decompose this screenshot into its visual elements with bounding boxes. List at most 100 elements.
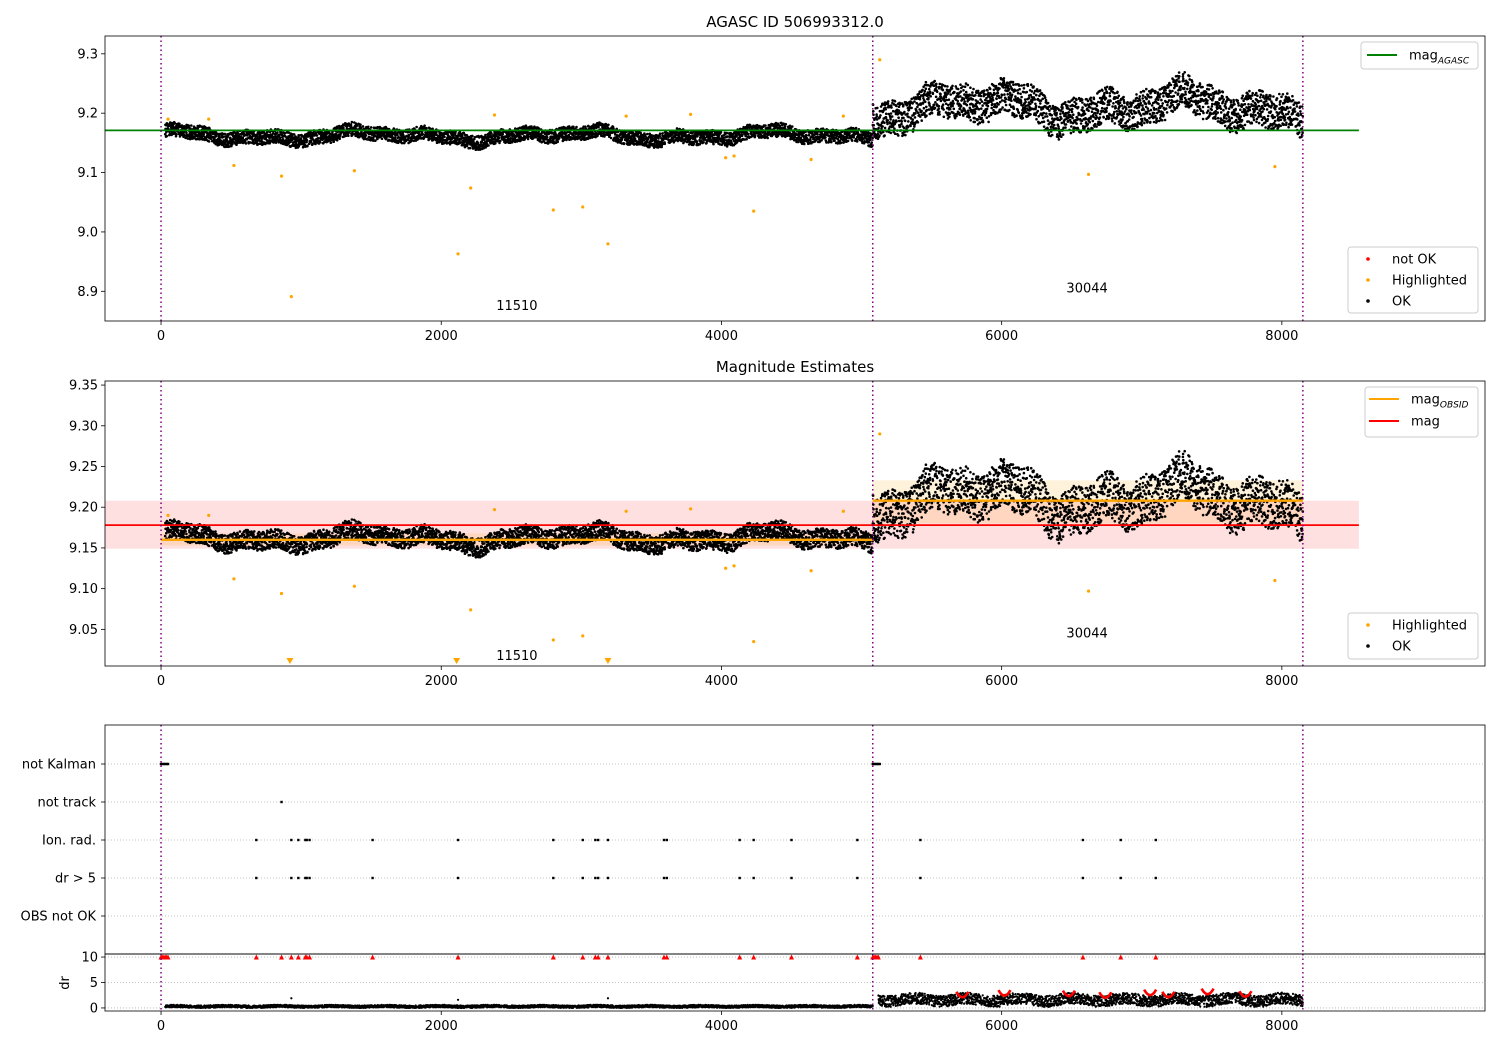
flag-marker bbox=[606, 876, 610, 880]
dr-point bbox=[456, 998, 460, 1001]
highlighted-point bbox=[624, 509, 628, 513]
dr-data-points bbox=[164, 991, 1304, 1009]
legend-label: OK bbox=[1392, 295, 1411, 310]
x-tick-label: 8000 bbox=[1265, 1019, 1298, 1034]
flag-marker bbox=[166, 762, 170, 766]
dr-outlier-marker bbox=[1080, 954, 1086, 960]
dr-outlier-marker bbox=[875, 954, 881, 960]
x-tick-label: 0 bbox=[157, 1019, 165, 1034]
y-tick-label: 10 bbox=[81, 951, 98, 966]
highlighted-point bbox=[1086, 172, 1091, 176]
not-ok-points bbox=[1238, 990, 1253, 998]
legend-marker bbox=[1366, 644, 1370, 648]
flag-marker bbox=[305, 838, 308, 842]
flag-marker bbox=[581, 876, 584, 880]
highlighted-point bbox=[581, 634, 585, 638]
flag-row-label: Ion. rad. bbox=[42, 834, 96, 849]
legend-marker bbox=[1366, 257, 1370, 261]
dr-outlier-marker bbox=[165, 954, 171, 960]
legend-label: mag bbox=[1411, 415, 1440, 430]
not-ok-points bbox=[955, 991, 970, 999]
flag-marker bbox=[871, 762, 874, 766]
flags-panel: not Kalman not track Ion. rad. dr > 5 OBS no… bbox=[21, 724, 1486, 955]
dr-outlier-marker bbox=[605, 954, 611, 960]
highlighted-point bbox=[1273, 578, 1277, 583]
highlighted-point bbox=[232, 577, 236, 581]
y-tick-label: 9.10 bbox=[69, 582, 98, 597]
dr-point bbox=[290, 997, 293, 1000]
obsid-label: 11510 bbox=[496, 649, 537, 664]
flag-marker bbox=[872, 762, 876, 766]
y-tick-label: 9.05 bbox=[69, 623, 98, 638]
legend-subscript: AGASC bbox=[1437, 57, 1470, 67]
y-tick-label: 9.20 bbox=[69, 501, 98, 516]
legend-marker bbox=[1366, 278, 1370, 282]
flag-marker bbox=[456, 876, 460, 880]
y-axis-label: dr bbox=[58, 976, 73, 990]
y-tick-label: 9.35 bbox=[69, 379, 98, 394]
flag-marker bbox=[255, 838, 258, 842]
flag-marker bbox=[1081, 876, 1085, 880]
highlighted-point bbox=[352, 169, 356, 173]
dr-outlier-marker bbox=[580, 954, 586, 960]
flag-marker bbox=[919, 876, 922, 880]
flag-marker bbox=[738, 838, 741, 842]
highlighted-point bbox=[232, 163, 236, 168]
flag-marker bbox=[308, 838, 311, 842]
highlighted-point bbox=[551, 208, 555, 212]
flag-marker bbox=[878, 762, 881, 766]
dr-outlier-marker bbox=[253, 954, 259, 960]
flag-marker bbox=[159, 762, 163, 766]
offscale-marker bbox=[286, 658, 294, 664]
y-tick-label: 5 bbox=[90, 976, 98, 991]
obsid-label: 30044 bbox=[1066, 626, 1107, 641]
x-tick-label: 8000 bbox=[1265, 674, 1298, 689]
y-tick-label: 9.2 bbox=[77, 107, 98, 122]
highlighted-point bbox=[841, 114, 845, 118]
x-tick-label: 2000 bbox=[425, 329, 458, 344]
y-tick-label: 9.3 bbox=[77, 47, 98, 62]
x-tick-label: 4000 bbox=[705, 674, 738, 689]
highlighted-point bbox=[752, 639, 756, 644]
flag-marker bbox=[290, 838, 293, 842]
flag-marker bbox=[305, 876, 308, 880]
dr-outlier-marker bbox=[788, 954, 794, 960]
x-tick-label: 6000 bbox=[985, 674, 1018, 689]
not-ok-points bbox=[1161, 991, 1176, 999]
highlighted-point bbox=[1086, 589, 1091, 593]
obsid-label: 30044 bbox=[1066, 281, 1107, 296]
legend-marker bbox=[1366, 623, 1370, 627]
agasc-magnitude-panel: AGASC ID 506993312.0 11510 30044 0 2000 4000… bbox=[77, 13, 1486, 344]
flag-marker bbox=[164, 762, 167, 766]
flag-marker bbox=[752, 876, 755, 880]
offscale-marker bbox=[604, 658, 612, 664]
highlighted-point bbox=[809, 157, 813, 162]
dr-panel: dr 0 2000 4000 6000 8000 0 5 10 bbox=[58, 951, 1486, 1034]
dr-outlier-marker bbox=[550, 954, 556, 960]
highlighted-point bbox=[581, 205, 585, 209]
highlighted-point bbox=[809, 569, 813, 573]
highlighted-point bbox=[878, 58, 882, 62]
flag-marker bbox=[304, 876, 307, 880]
flag-row-label: not track bbox=[37, 796, 96, 811]
flag-marker bbox=[161, 762, 164, 766]
axes-frame bbox=[104, 380, 1486, 667]
legend-label: Highlighted bbox=[1392, 274, 1467, 289]
dr-outlier-marker bbox=[595, 954, 601, 960]
axes-frame bbox=[104, 35, 1486, 322]
flag-marker bbox=[290, 876, 293, 880]
flag-marker bbox=[790, 838, 793, 842]
y-tick-label: 9.25 bbox=[69, 460, 98, 475]
flag-marker bbox=[919, 838, 922, 842]
panel-title: AGASC ID 506993312.0 bbox=[706, 13, 884, 31]
highlighted-point bbox=[166, 513, 170, 517]
flag-marker bbox=[790, 876, 793, 880]
flag-marker bbox=[308, 876, 311, 880]
legend-subscript: OBSID bbox=[1440, 401, 1469, 411]
flag-marker bbox=[596, 838, 600, 842]
highlighted-point bbox=[732, 564, 736, 568]
highlighted-point bbox=[492, 113, 497, 117]
flag-marker bbox=[1154, 876, 1157, 880]
flag-marker bbox=[1119, 838, 1122, 842]
flag-marker bbox=[162, 762, 166, 766]
